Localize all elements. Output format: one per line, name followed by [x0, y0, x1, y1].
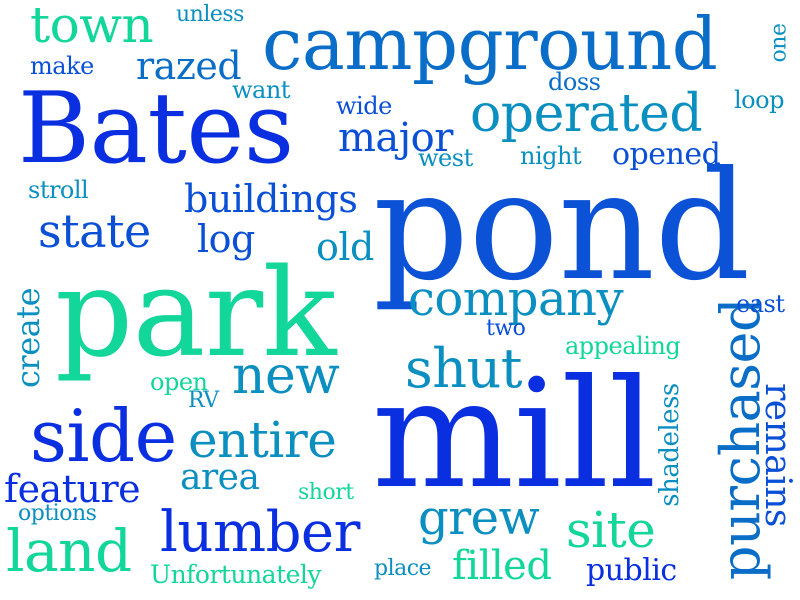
word-two: two: [486, 316, 526, 341]
word-old: old: [316, 225, 374, 269]
word-pond: pond: [373, 140, 750, 314]
word-unless: unless: [176, 2, 244, 27]
word-one-vertical: one: [766, 23, 792, 63]
word-night: night: [520, 142, 582, 170]
word-area: area: [180, 457, 260, 498]
word-state: state: [38, 204, 151, 258]
word-open: open: [150, 368, 208, 396]
word-lumber: lumber: [160, 500, 360, 565]
word-campground: campground: [262, 2, 718, 86]
word-place: place: [374, 556, 432, 581]
word-remains-vertical: remains: [756, 383, 798, 527]
word-unfortunately: Unfortunately: [150, 560, 322, 589]
word-feature: feature: [4, 467, 141, 511]
word-operated: operated: [470, 84, 703, 144]
word-grew: grew: [418, 490, 540, 546]
word-loop: loop: [734, 86, 784, 114]
word-land: land: [6, 517, 132, 585]
word-major: major: [338, 115, 453, 161]
word-razed: razed: [136, 44, 242, 88]
word-park: park: [55, 242, 337, 384]
word-east: east: [736, 290, 785, 318]
word-make: make: [30, 52, 94, 80]
word-want: want: [232, 76, 290, 104]
word-site: site: [566, 501, 656, 559]
word-log: log: [197, 217, 255, 261]
word-short: short: [298, 480, 354, 505]
word-wide: wide: [336, 92, 392, 120]
word-stroll: stroll: [28, 176, 89, 204]
word-town: town: [30, 0, 154, 54]
word-options: options: [18, 501, 97, 526]
word-opened: opened: [612, 137, 721, 172]
word-mill: mill: [372, 348, 657, 522]
word-bates: Bates: [18, 72, 294, 186]
word-filled: filled: [452, 543, 552, 589]
word-side: side: [30, 394, 177, 478]
word-public: public: [586, 553, 677, 588]
word-shut: shut: [405, 337, 522, 400]
word-buildings: buildings: [184, 177, 358, 221]
word-company: company: [408, 271, 624, 327]
word-create-vertical: create: [9, 287, 48, 389]
word-doss: doss: [548, 68, 601, 96]
word-appealing: appealing: [565, 332, 681, 360]
word-rv: RV: [188, 388, 219, 413]
word-entire: entire: [188, 411, 337, 469]
word-new: new: [232, 346, 340, 406]
word-west: west: [418, 144, 473, 172]
word-shadeless-vertical: shadeless: [654, 383, 685, 507]
